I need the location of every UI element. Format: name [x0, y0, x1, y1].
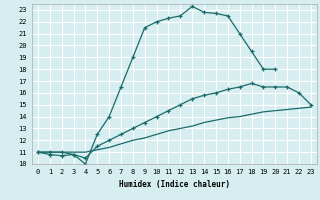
- X-axis label: Humidex (Indice chaleur): Humidex (Indice chaleur): [119, 180, 230, 189]
